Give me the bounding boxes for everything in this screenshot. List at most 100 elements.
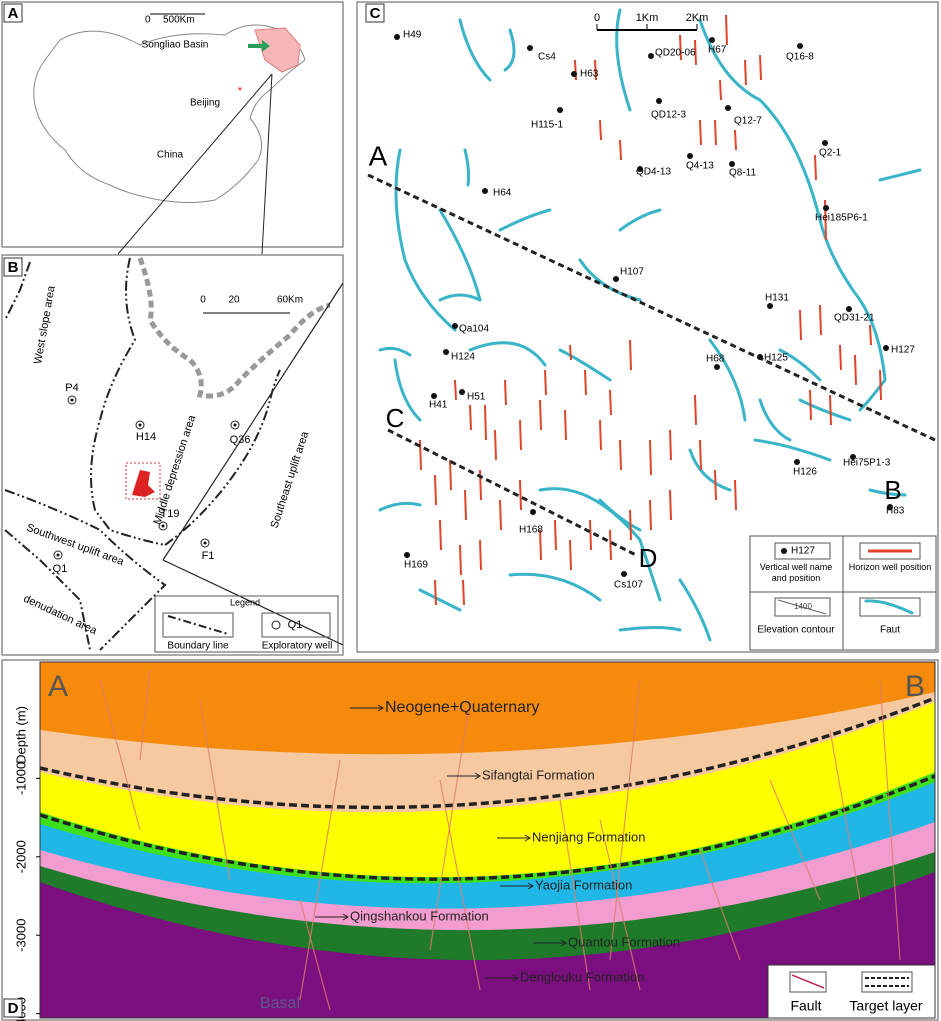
well-dot (883, 345, 889, 351)
label: Faut (880, 625, 900, 636)
well-dot (822, 140, 828, 146)
horizontal-well (594, 59, 597, 81)
fault (139, 669, 151, 761)
well-dot (443, 349, 449, 355)
label: denudation area (21, 593, 99, 638)
label: 20 (228, 295, 240, 306)
well-dot (56, 553, 60, 557)
section-line (367, 173, 936, 442)
label: Q1 (53, 563, 68, 575)
well-dot (846, 306, 852, 312)
legend-symbol (859, 597, 921, 617)
horizontal-well (484, 404, 487, 441)
connector (162, 282, 344, 561)
fault (615, 8, 632, 112)
panel-b-frame (1, 254, 344, 656)
arrow (248, 40, 270, 52)
label: P4 (65, 382, 78, 394)
label: 500Km (163, 15, 195, 26)
label: Legend (230, 597, 260, 607)
well-dot (794, 459, 800, 465)
horizontal-well (799, 309, 802, 341)
well-name: H124 (451, 352, 475, 363)
well-ring (135, 420, 145, 430)
horizontal-well (599, 419, 602, 451)
well-name: Cs107 (614, 580, 643, 591)
label: 0 (594, 12, 600, 24)
fault (558, 348, 612, 382)
well-dot (621, 571, 627, 577)
fault (378, 501, 422, 512)
well-name: H126 (793, 467, 817, 478)
horizontal-well (649, 499, 652, 531)
well-name: H127 (891, 345, 915, 356)
label: Beijing (190, 98, 220, 109)
well-name: Q4-13 (686, 161, 714, 172)
well-name: Hei75P1-3 (843, 458, 891, 469)
tick-label: -1000 (13, 762, 28, 795)
horizontal-well (499, 499, 502, 531)
fault (708, 338, 747, 422)
well-name: H168 (519, 525, 543, 536)
section-end: D (639, 543, 658, 573)
horizontal-well (589, 519, 592, 551)
well-name: QD12-3 (651, 110, 686, 121)
label: 2Km (686, 12, 709, 24)
fault (609, 679, 641, 961)
horizontal-well (629, 509, 632, 541)
horizontal-well (744, 59, 747, 86)
panel-label-box (3, 3, 23, 23)
well-name: H49 (403, 30, 422, 41)
connector (261, 73, 273, 255)
fault (798, 398, 852, 422)
horizontal-well (809, 389, 812, 421)
fault (678, 578, 712, 642)
label: T19 (161, 508, 180, 520)
well-dot (527, 45, 533, 51)
fault (699, 849, 741, 961)
well-name: Cs4 (538, 52, 556, 63)
panel-label: D (8, 1000, 19, 1017)
well-name: QD20-06 (655, 48, 696, 59)
horizontal-well (679, 34, 682, 61)
horizontal-well (839, 344, 842, 371)
horizontal-well (569, 344, 572, 361)
fault (758, 398, 792, 442)
horizontal-well (494, 429, 497, 461)
well-dot (648, 53, 654, 59)
legend-symbol (774, 542, 831, 560)
well-dot (725, 105, 731, 111)
label: Elevation contour (757, 625, 835, 636)
well-name: H125 (764, 353, 788, 364)
horizontal-well (479, 539, 482, 571)
horizontal-well (569, 539, 572, 571)
label: H14 (136, 431, 156, 443)
well-ring (271, 620, 281, 630)
label: Q36 (230, 434, 251, 446)
fault (438, 208, 482, 302)
well-name: Qa104 (459, 324, 489, 335)
well-dot (459, 389, 465, 395)
fault (439, 779, 481, 991)
fault (753, 438, 832, 462)
horizontal-well (879, 369, 882, 401)
fault (378, 346, 412, 357)
well-name: H63 (580, 69, 599, 80)
arrow (512, 974, 519, 982)
panel-label: C (370, 5, 381, 22)
fault (769, 779, 821, 901)
fault (878, 168, 922, 182)
horizontal-well (719, 79, 722, 101)
fault (299, 759, 341, 1001)
horizontal-well (854, 354, 857, 386)
horizontal-well (734, 129, 737, 151)
well-name: QD4-13 (636, 167, 671, 178)
horizontal-well (869, 324, 872, 346)
section-end: A (369, 140, 388, 171)
legend-symbol (261, 612, 331, 638)
tick-label: -3000 (13, 919, 28, 952)
horizontal-well (699, 439, 702, 471)
horizontal-well (434, 474, 437, 506)
panel-c-frame (356, 1, 939, 653)
legend-symbol (789, 971, 827, 993)
